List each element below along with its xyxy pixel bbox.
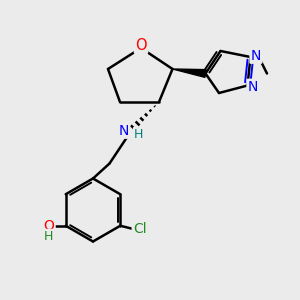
Text: O: O [44, 219, 54, 233]
Text: O: O [135, 38, 147, 52]
Text: N: N [248, 80, 258, 94]
Text: H: H [134, 128, 143, 141]
Text: Cl: Cl [133, 222, 147, 236]
Text: N: N [118, 124, 129, 137]
Text: H: H [44, 230, 54, 243]
Polygon shape [172, 69, 206, 77]
Text: N: N [251, 49, 261, 62]
